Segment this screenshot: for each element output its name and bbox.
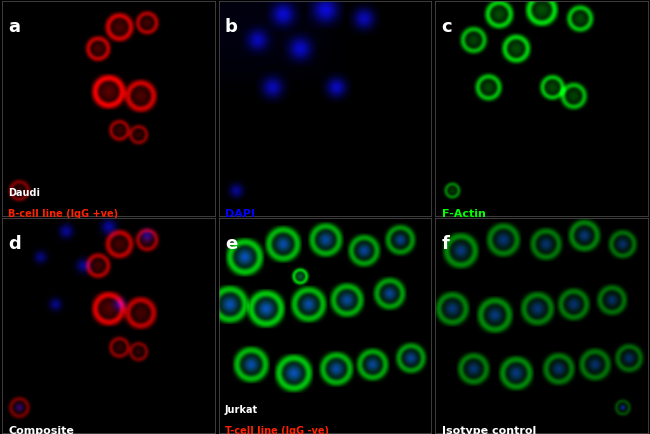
Text: Jurkat: Jurkat [225,405,258,415]
Text: DAPI: DAPI [225,209,255,219]
Text: a: a [8,19,20,36]
Text: F-Actin: F-Actin [441,209,486,219]
Text: B-cell line (IgG +ve): B-cell line (IgG +ve) [8,209,118,219]
Text: d: d [8,236,21,253]
Text: Composite: Composite [8,426,74,434]
Text: Isotype control: Isotype control [441,426,536,434]
Text: T-cell line (IgG -ve): T-cell line (IgG -ve) [225,426,329,434]
Text: b: b [225,19,238,36]
Text: f: f [441,236,450,253]
Text: c: c [441,19,452,36]
Text: e: e [225,236,237,253]
Text: Daudi: Daudi [8,188,40,198]
